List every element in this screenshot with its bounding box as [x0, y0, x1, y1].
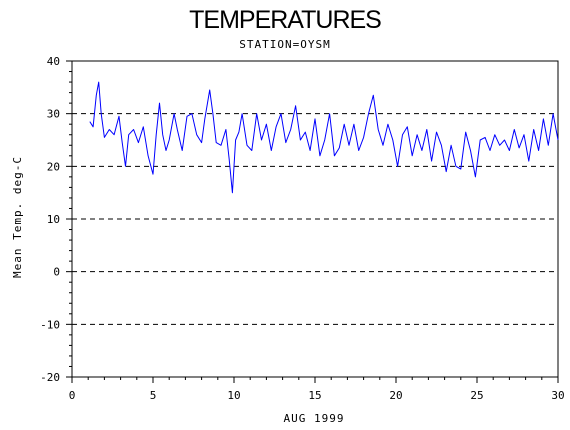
- y-tick-label: 20: [47, 160, 60, 173]
- y-tick-label: 0: [53, 266, 60, 279]
- x-tick-label: 10: [227, 389, 240, 402]
- x-tick-label: 25: [470, 389, 483, 402]
- x-axis-label: AUG 1999: [284, 412, 345, 425]
- y-tick-label: -20: [40, 371, 60, 384]
- axis-labels: AUG 1999 Mean Temp. deg-C: [11, 156, 345, 425]
- chart-subtitle: STATION=OYSM: [239, 38, 331, 51]
- axes: -20 -10 0 10 20 30 40 0 5 10 15 20 25 30: [40, 55, 565, 402]
- chart-title: TEMPERATURES: [189, 6, 382, 34]
- grid-lines: [72, 60, 558, 378]
- x-tick-label: 20: [389, 389, 402, 402]
- x-tick-label: 30: [551, 389, 564, 402]
- y-tick-label: 30: [47, 108, 60, 121]
- y-axis-label: Mean Temp. deg-C: [11, 156, 24, 278]
- y-tick-label: -10: [40, 318, 60, 331]
- y-tick-label: 10: [47, 213, 60, 226]
- y-tick-label: 40: [47, 55, 60, 68]
- x-tick-label: 5: [150, 389, 157, 402]
- x-tick-label: 15: [308, 389, 321, 402]
- x-tick-label: 0: [69, 389, 76, 402]
- series-layer: [89, 81, 559, 194]
- series-line-0: [89, 81, 559, 194]
